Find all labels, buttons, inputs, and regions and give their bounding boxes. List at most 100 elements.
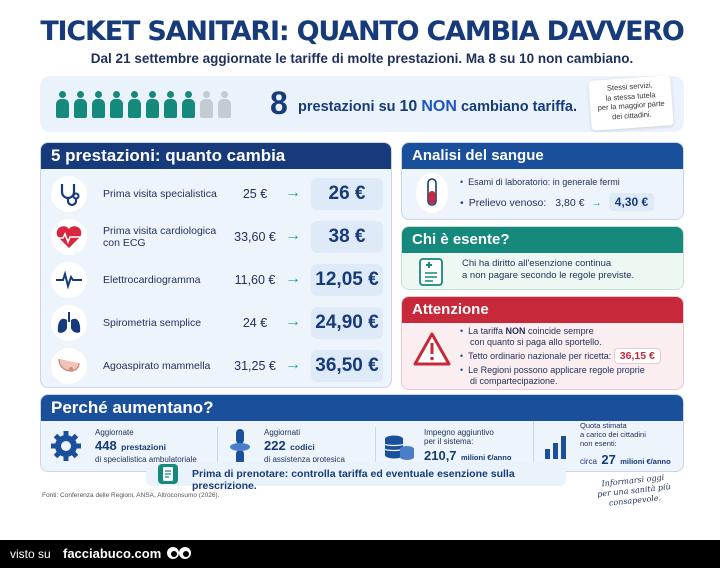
prestazione-name: Agoaspirato mammella <box>103 359 211 372</box>
banner-text-non: NON <box>421 98 457 115</box>
stat-unit: milioni €/anno <box>461 453 512 462</box>
ratio-banner: 8 prestazioni su 10 NON cambiano tariffa… <box>40 75 684 132</box>
stat-number: 27 <box>601 452 616 467</box>
person-icon <box>92 91 105 118</box>
person-icon <box>128 91 141 118</box>
stat-top: Impegno aggiuntivo <box>424 428 494 437</box>
prelievo-new-price: 4,30 € <box>608 193 655 211</box>
stethoscope-icon <box>51 176 87 212</box>
warning-icon <box>412 331 452 372</box>
banner-text: prestazioni su 10 NON cambiano tariffa. <box>298 98 577 116</box>
arrow-right-icon: → <box>285 313 301 330</box>
attenzione-bullet-2: Tetto ordinario nazionale per ricetta: 3… <box>460 348 661 364</box>
cta-bar: Prima di prenotare: controlla tariffa ed… <box>146 462 566 492</box>
arrow-right-icon: → <box>591 197 602 209</box>
test-tube-icon <box>416 173 448 213</box>
document-plus-icon <box>416 257 446 289</box>
person-icon <box>74 91 87 118</box>
bone-joint-icon <box>226 427 254 471</box>
person-icon <box>164 91 177 118</box>
sangue-line-2: Prelievo venoso: 3,80 € → 4,30 € <box>460 193 655 211</box>
stat-value: circa 27 milioni €/anno <box>580 451 671 469</box>
prestazione-row: Elettrocardiogramma 11,60 € → 12,05 € <box>49 261 385 299</box>
stat-block: Impegno aggiuntivo per il sistema: 210,7… <box>375 427 525 469</box>
esente-text-line: a non pagare secondo le regole previste. <box>462 270 635 281</box>
person-icon <box>200 91 213 118</box>
prestazione-name: Elettrocardiogramma <box>103 273 201 286</box>
ecg-wave-icon <box>51 262 87 298</box>
attenzione-panel: Attenzione La tariffa NON coincide sempr… <box>401 296 684 390</box>
prelievo-label: Prelievo venoso: <box>460 197 546 209</box>
stat-top: Aggiornate <box>95 428 134 437</box>
stat-unit: codici <box>290 442 315 452</box>
person-icon <box>110 91 123 118</box>
footer-site-link[interactable]: facciabuco.com <box>63 546 162 561</box>
people-icons <box>56 91 231 118</box>
stat-unit: milioni €/anno <box>620 457 671 466</box>
perche-panel: Perché aumentano? Aggiornate 448 prestaz… <box>40 394 684 472</box>
prestazione-new-price: 12,05 € <box>311 264 383 296</box>
analisi-sangue-panel: Analisi del sangue Esami di laboratorio:… <box>401 142 684 220</box>
prestazione-name: Prima visita cardiologica con ECG <box>103 224 217 250</box>
stat-bottom: di assistenza protesica <box>264 455 345 464</box>
prestazione-new-price: 38 € <box>311 221 383 253</box>
prestazioni-panel: 5 prestazioni: quanto cambia Prima visit… <box>40 142 392 388</box>
person-icon <box>56 91 69 118</box>
lungs-icon <box>51 305 87 341</box>
attenzione-bullet-3: Le Regioni possono applicare regole prop… <box>460 365 661 376</box>
attenzione-b1-c: coincide sempre <box>528 326 594 336</box>
stat-top: Aggiornati <box>264 428 301 437</box>
stat-block: Aggiornate 448 prestazioni di specialist… <box>49 427 209 469</box>
prestazione-name: Spirometria semplice <box>103 316 202 329</box>
stat-top2: per il sistema: <box>424 437 474 446</box>
stat-value: 448 prestazioni <box>95 437 166 455</box>
cta-text: Prima di prenotare: controlla tariffa ed… <box>192 468 515 492</box>
prestazione-old-price: 11,60 € <box>234 273 276 287</box>
stat-number: 448 <box>95 438 117 453</box>
esente-text-line: Chi ha diritto all'esenzione continua <box>462 258 612 269</box>
coins-icon <box>382 431 416 468</box>
banner-text-b: 10 <box>399 98 418 115</box>
sources-note: Fonti: Conferenza delle Regioni, ANSA, A… <box>42 492 220 499</box>
banner-text-d: cambiano tariffa. <box>460 99 577 115</box>
page-subtitle: Dal 21 settembre aggiornate le tariffe d… <box>90 51 634 66</box>
prestazione-row: Prima visita specialistica 25 € → 26 € <box>49 175 385 213</box>
sangue-line-1: Esami di laboratorio: in generale fermi <box>460 177 620 188</box>
stat-value: 222 codici <box>264 437 315 455</box>
prestazione-old-price: 24 € <box>242 316 268 330</box>
banner-note: Stessi servizi, la stessa tutela per la … <box>588 75 674 131</box>
prestazione-new-price: 36,50 € <box>311 350 383 382</box>
stat-value: 210,7 milioni €/anno <box>424 447 511 465</box>
esente-text: Chi ha diritto all'esenzione continua a … <box>462 258 634 282</box>
attenzione-b3-line2: di compartecipazione. <box>470 376 558 386</box>
person-icon <box>182 91 195 118</box>
footer-visto: visto su <box>10 547 51 561</box>
attenzione-title: Attenzione <box>402 297 683 323</box>
arrow-right-icon: → <box>285 270 301 287</box>
banner-text-a: prestazioni su <box>298 99 396 115</box>
stat-top: Quota stimata a carico dei cittadini non… <box>580 421 646 448</box>
stat-unit: prestazioni <box>121 442 167 452</box>
signature: Informarsi oggi per una sanità più consa… <box>577 470 692 512</box>
prestazioni-title: 5 prestazioni: quanto cambia <box>41 143 391 169</box>
prestazione-new-price: 26 € <box>311 178 383 210</box>
stat-number: 210,7 <box>424 448 457 463</box>
eyes-logo-icon <box>166 545 192 561</box>
breast-icon <box>51 348 87 384</box>
prelievo-old-price: 3,80 € <box>555 197 585 209</box>
prestazione-old-price: 25 € <box>242 187 268 201</box>
attenzione-bullets: La tariffa NON coincide sempre con quant… <box>460 326 661 387</box>
infographic: TICKET SANITARI: QUANTO CAMBIA DAVVERO D… <box>34 14 690 522</box>
arrow-right-icon: → <box>285 356 301 373</box>
person-icon <box>218 91 231 118</box>
gear-icon <box>49 429 83 468</box>
esente-panel: Chi è esente? Chi ha diritto all'esenzio… <box>401 226 684 290</box>
prestazione-name: Prima visita specialistica <box>103 187 217 200</box>
heart-ecg-icon <box>51 219 87 255</box>
stat-number: 222 <box>264 438 286 453</box>
prestazione-old-price: 33,60 € <box>234 230 276 244</box>
site-footer: visto su facciabuco.com <box>0 540 720 568</box>
prestazione-new-price: 24,90 € <box>311 307 383 339</box>
esente-title: Chi è esente? <box>402 227 683 253</box>
attenzione-b2-label: Tetto ordinario nazionale per ricetta: <box>468 351 612 361</box>
